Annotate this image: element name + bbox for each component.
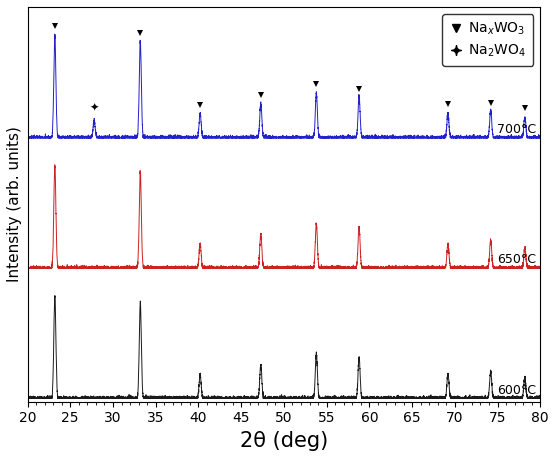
Legend: Na$_x$WO$_3$, Na$_2$WO$_4$: Na$_x$WO$_3$, Na$_2$WO$_4$ xyxy=(442,14,533,66)
Text: 600°C: 600°C xyxy=(497,384,536,397)
Text: 650°C: 650°C xyxy=(497,253,536,267)
Y-axis label: Intensity (arb. units): Intensity (arb. units) xyxy=(7,126,22,282)
X-axis label: 2θ (deg): 2θ (deg) xyxy=(240,431,328,451)
Text: 700°C: 700°C xyxy=(497,123,536,136)
Text: ✦: ✦ xyxy=(90,103,99,113)
